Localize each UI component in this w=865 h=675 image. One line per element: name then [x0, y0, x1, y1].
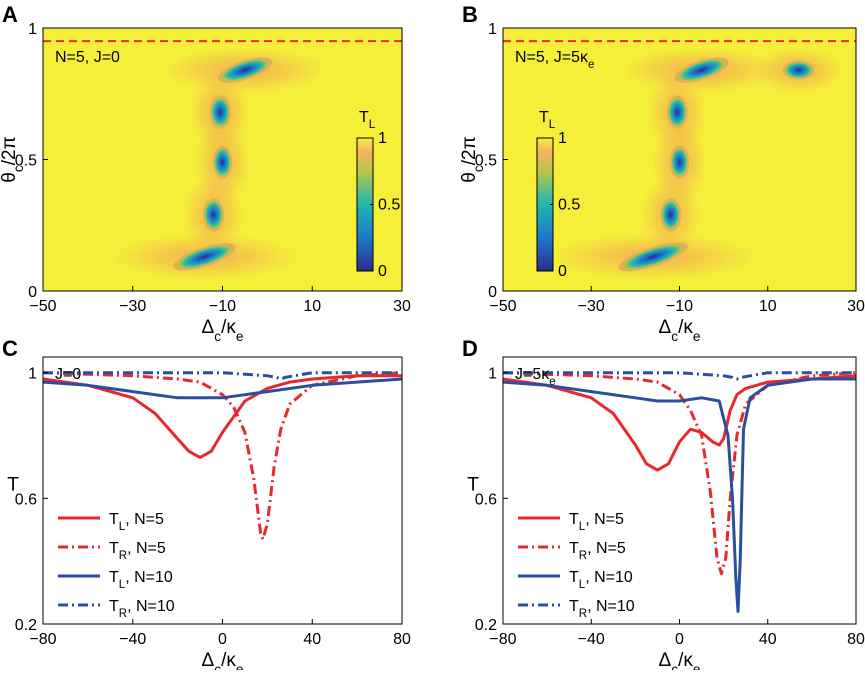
series-line-3	[43, 377, 402, 400]
dip-spot	[615, 240, 691, 273]
axes-frame	[42, 27, 403, 292]
heatmap-layer	[549, 46, 845, 280]
y-axis-label: T	[467, 475, 479, 496]
y-tick-label: 0.6	[15, 491, 37, 508]
heatmap-layer	[111, 46, 327, 280]
legend-label: TR, N=10	[569, 598, 635, 620]
series-layer	[43, 371, 402, 541]
legend-label: TR, N=5	[569, 540, 626, 562]
y-axis-label: T	[7, 475, 19, 496]
colorbar-tick-label: 0.5	[558, 197, 580, 214]
x-tick-label: 0	[675, 631, 684, 648]
series-line-4	[503, 371, 856, 381]
x-tick-label: −30	[119, 298, 146, 315]
dip-spot	[208, 93, 232, 131]
series-line-4	[43, 371, 402, 381]
dip-spot	[659, 196, 683, 234]
x-tick-label: 80	[393, 631, 411, 648]
legend-label: TL, N=10	[569, 569, 633, 591]
colorbar-tick-label: 1	[378, 130, 387, 147]
x-tick-label: −50	[29, 298, 56, 315]
x-tick-label: 30	[393, 298, 411, 315]
colorbar-label: TL	[359, 109, 376, 131]
y-tick-label: 0.5	[15, 153, 37, 170]
annotation: J=0	[55, 366, 81, 383]
x-tick-label: −40	[119, 631, 146, 648]
series-line-1	[503, 374, 856, 472]
x-tick-label: 40	[759, 631, 777, 648]
x-tick-label: −40	[578, 631, 605, 648]
y-tick-label: 1	[488, 21, 497, 38]
y-tick-label: 1	[488, 366, 497, 383]
legend-label: TL, N=10	[109, 569, 173, 591]
axes-frame	[42, 356, 403, 625]
y-tick-label: 0	[488, 284, 497, 301]
panel-letter: D	[462, 336, 478, 361]
x-axis-label: Δc/κe	[202, 317, 244, 344]
dip-spot	[780, 59, 817, 81]
plot-area	[43, 357, 402, 624]
dip-spot	[214, 56, 275, 85]
y-tick-label: 0.6	[475, 491, 497, 508]
series-line-1	[43, 374, 402, 459]
x-tick-label: −10	[666, 298, 693, 315]
x-tick-label: −30	[578, 298, 605, 315]
series-line-2	[503, 371, 856, 576]
colorbar-tick-label: 0	[558, 263, 567, 280]
legend-label: TR, N=5	[109, 540, 166, 562]
x-axis-label: Δc/κe	[659, 650, 701, 670]
y-tick-label: 1	[28, 21, 37, 38]
dip-spot	[665, 93, 689, 131]
panel-a: A N=5, J=0 TL 0 0.5 1 −50 −30 −10 10 30 0 0.5 1 Δc/κe θ…	[0, 2, 411, 344]
x-axis-label: Δc/κe	[202, 650, 244, 670]
x-tick-label: 10	[759, 298, 777, 315]
colorbar-label: TL	[539, 109, 556, 131]
dip-spot	[668, 143, 691, 181]
panel-letter: C	[2, 336, 18, 361]
dip-spot	[201, 196, 226, 234]
annotation: J=5κe	[515, 366, 556, 388]
legend-label: TL, N=5	[569, 511, 624, 533]
dip-spot	[211, 143, 234, 181]
axes-frame	[502, 27, 857, 292]
panel-letter: B	[462, 2, 478, 27]
y-tick-label: 0.5	[475, 153, 497, 170]
y-tick-label: 0.2	[15, 617, 37, 634]
x-tick-label: −80	[489, 631, 516, 648]
x-tick-label: 40	[303, 631, 321, 648]
panel-c: C J=0 TL, N=5 TR, N=5 TL, N=10 TR, N=10 −80 −40…	[2, 336, 411, 675]
panel-letter: A	[2, 2, 18, 27]
dip-spot	[170, 241, 239, 272]
y-axis-label: θc/2π	[0, 136, 26, 182]
panel-d: D J=5κe TL, N=5 TR, N=5 TL, N=10 TR, N=10 −80 −…	[462, 336, 865, 675]
y-tick-label: 1	[28, 366, 37, 383]
x-tick-label: 30	[847, 298, 865, 315]
series-line-2	[43, 371, 402, 541]
x-tick-label: 10	[303, 298, 321, 315]
colorbar-tick-label: 1	[558, 130, 567, 147]
x-axis-label: Δc/κe	[659, 317, 701, 344]
annotation: N=5, J=5κe	[515, 49, 594, 71]
annotation: N=5, J=0	[55, 49, 120, 66]
x-tick-label: 80	[847, 631, 865, 648]
legend-label: TL, N=5	[109, 511, 164, 533]
y-tick-label: 0.2	[475, 617, 497, 634]
legend-label: TR, N=10	[109, 598, 175, 620]
x-tick-label: 0	[218, 631, 227, 648]
panel-b: B N=5, J=5κe TL 0 0.5 1 −50 −30 −10 10 30 0 0.5 1 Δc/κ…	[459, 2, 865, 344]
x-tick-label: −10	[209, 298, 236, 315]
colorbar-tick-label: 0	[378, 263, 387, 280]
dip-spot	[672, 56, 732, 84]
y-axis-label: θc/2π	[459, 136, 486, 182]
y-tick-label: 0	[28, 284, 37, 301]
x-tick-label: −50	[489, 298, 516, 315]
axes-frame	[502, 356, 857, 625]
series-layer	[503, 371, 856, 613]
x-tick-label: −80	[29, 631, 56, 648]
colorbar-tick-label: 0.5	[378, 197, 400, 214]
series-line-3	[503, 377, 856, 613]
